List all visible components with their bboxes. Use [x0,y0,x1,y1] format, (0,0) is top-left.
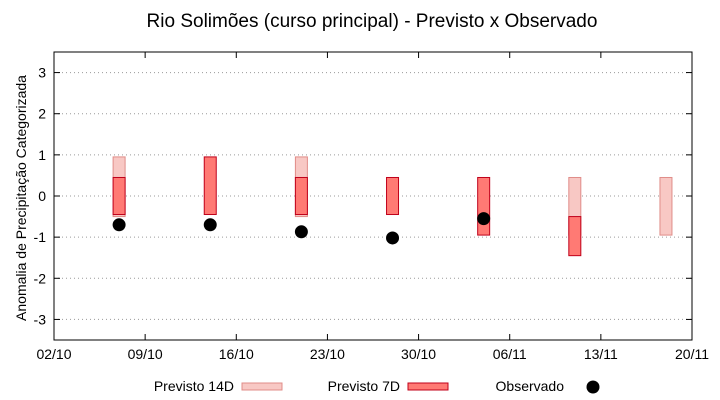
y-tick-label: -2 [34,270,47,286]
y-tick-label: 1 [38,147,46,163]
x-tick-label: 02/10 [36,346,71,362]
bar-previsto-7d [477,176,491,236]
y-tick-label: -3 [34,311,47,327]
y-tick-label: 3 [38,65,46,81]
point-observado [477,212,491,226]
legend-label-observado: Observado [496,378,565,394]
x-tick-label: 16/10 [219,346,254,362]
grid-layer [54,72,692,320]
x-tick-label: 06/11 [493,346,527,362]
point-observado [386,231,400,245]
x-tick-label: 20/11 [675,346,709,362]
bar-previsto-7d [294,176,308,216]
legend-label-previsto-7d: Previsto 7D [328,378,400,394]
bar-previsto-7d [112,176,126,216]
legend-marker-observado [586,380,600,394]
legend-swatch-previsto-7d [407,382,449,391]
x-tick-label: 13/11 [584,346,618,362]
bar-previsto-7d [386,176,400,216]
y-ticks: 3 2 1 0 -1 -2 -3 [34,65,692,327]
plot-frame [53,51,693,341]
y-tick-label: 0 [38,188,46,204]
plot-border [53,51,693,341]
bar-previsto-7d [568,216,582,257]
point-observado [112,218,126,232]
bar-previsto-7d [203,156,217,216]
legend-label-previsto-14d: Previsto 14D [154,378,234,394]
x-ticks: 02/10 09/10 16/10 23/10 30/10 06/11 13/11 20/11 [36,52,709,362]
point-observado [294,225,308,239]
point-observado [203,218,217,232]
x-tick-label: 09/10 [128,346,163,362]
bar-previsto-14d [659,176,673,236]
y-tick-label: 2 [38,106,46,122]
series-observado [112,212,491,245]
y-axis-label: Anomalia de Precipitação Categorizada [13,75,29,321]
legend: Previsto 14D Previsto 7D Observado [154,378,600,394]
y-tick-label: -1 [34,229,47,245]
x-tick-label: 30/10 [401,346,436,362]
legend-swatch-previsto-14d [241,382,283,391]
series-previsto-7d [112,156,582,257]
x-tick-label: 23/10 [310,346,345,362]
chart-title: Rio Solimões (curso principal) - Previst… [147,11,598,32]
